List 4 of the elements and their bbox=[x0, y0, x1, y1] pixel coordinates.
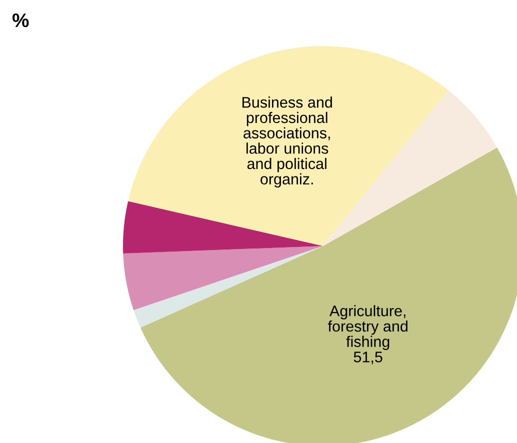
slice-label: Agriculture, forestry and fishing bbox=[328, 305, 408, 350]
data-label: 51,5 bbox=[354, 352, 382, 364]
slice-label: Business and professional associations, labor unions and political organiz. bbox=[242, 96, 332, 188]
text: % bbox=[12, 14, 29, 28]
